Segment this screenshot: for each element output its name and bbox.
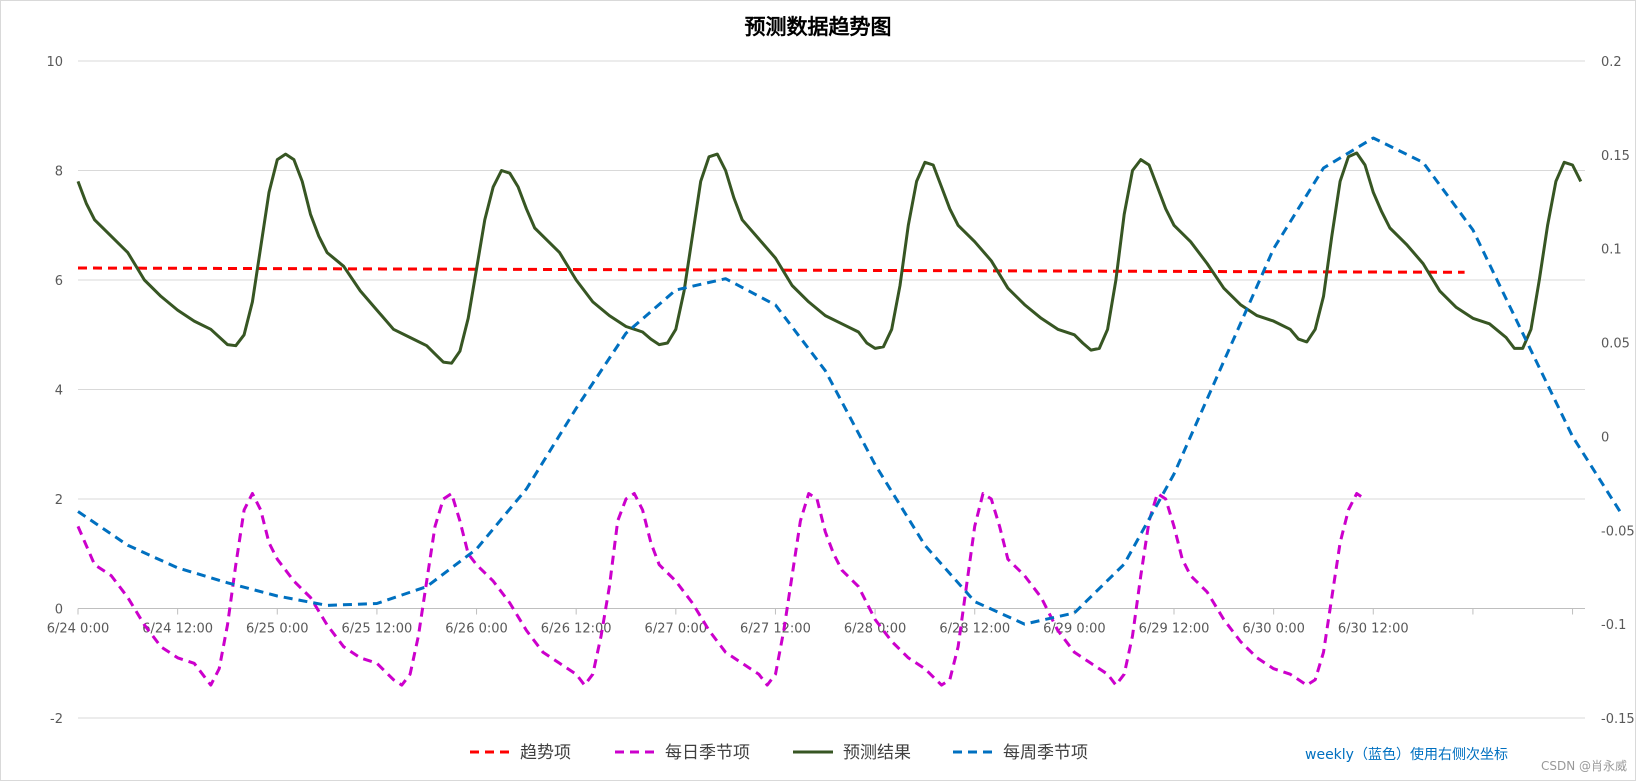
y-right-tick-label: -0.05 — [1601, 524, 1635, 539]
series-line-1 — [77, 266, 1465, 274]
y-left-tick-label: 6 — [55, 274, 63, 289]
y-right-tick-label: -0.1 — [1601, 618, 1626, 633]
x-tick-label: 6/30 0:00 — [1242, 622, 1305, 637]
y-right-tick-label: 0.15 — [1601, 149, 1630, 164]
y-right-tick-label: 0.2 — [1601, 55, 1622, 70]
y-right-tick-label: 0 — [1601, 430, 1609, 445]
y-right-tick-label: -0.15 — [1601, 712, 1635, 727]
legend-label: 每日季节项 — [665, 743, 750, 763]
chart-title: 预测数据趋势图 — [745, 15, 892, 39]
legend-label: 趋势项 — [520, 743, 571, 763]
series-line-2 — [76, 492, 1366, 687]
axis-note: weekly（蓝色）使用右侧次坐标 — [1305, 746, 1508, 763]
y-left-tick-label: -2 — [50, 712, 63, 727]
x-tick-label: 6/28 0:00 — [844, 622, 907, 637]
gridlines — [78, 60, 1585, 719]
y-right-tick-label: 0.1 — [1601, 243, 1622, 258]
x-tick-label: 6/24 0:00 — [47, 622, 110, 637]
x-tick-label: 6/27 12:00 — [740, 622, 811, 637]
x-tick-label: 6/30 12:00 — [1338, 622, 1409, 637]
legend-label: 每周季节项 — [1003, 743, 1088, 763]
x-tick-label: 6/24 12:00 — [142, 622, 213, 637]
y-left-tick-label: 8 — [55, 165, 63, 180]
x-tick-label: 6/26 0:00 — [445, 622, 508, 637]
x-tick-label: 6/29 0:00 — [1043, 622, 1106, 637]
x-tick-label: 6/25 0:00 — [246, 622, 309, 637]
watermark: CSDN @肖永威 — [1541, 759, 1627, 773]
series-lines — [76, 136, 1624, 687]
y-left-tick-label: 10 — [46, 55, 63, 70]
legend-label: 预测结果 — [843, 743, 911, 763]
x-tick-label: 6/26 12:00 — [541, 622, 612, 637]
x-tick-label: 6/29 12:00 — [1139, 622, 1210, 637]
x-tick-label: 6/28 12:00 — [939, 622, 1010, 637]
y-left-tick-label: 0 — [55, 603, 63, 618]
y-right-tick-label: 0.05 — [1601, 337, 1630, 352]
x-tick-label: 6/27 0:00 — [645, 622, 708, 637]
series-line-4 — [77, 136, 1624, 626]
axes: -2 0 2 4 6 8 10 -0.15 -0.1 -0.05 0 0.05 0.1 0.15 0.2 6/… — [46, 55, 1634, 727]
series-line-3 — [76, 151, 1583, 365]
y-left-tick-label: 4 — [55, 384, 63, 399]
x-tick-label: 6/25 12:00 — [342, 622, 413, 637]
y-left-tick-label: 2 — [55, 493, 63, 508]
legend: 趋势项 每日季节项 预测结果 每周季节项 — [470, 743, 1088, 763]
